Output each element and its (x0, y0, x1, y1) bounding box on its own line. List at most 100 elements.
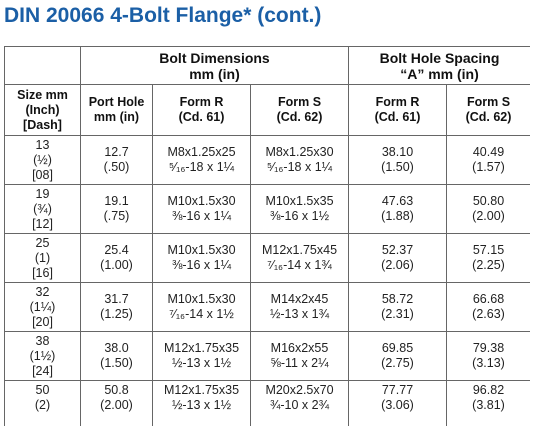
cell-line: 19.1 (104, 194, 129, 208)
column-header: Form R (Cd. 61) (152, 84, 251, 136)
cell-line: M14x2x45 (270, 292, 329, 306)
column-header: Form R (Cd. 61) (348, 84, 447, 136)
cell-line: ½-13 x 1½ (171, 356, 232, 370)
table-wrap: Bolt Dimensions mm (in) Bolt Hole Spacing “… (4, 46, 530, 426)
cell-line: M10x1.5x30 (167, 292, 236, 306)
cell-line: [20] (32, 314, 53, 329)
cell-line: (1.00) (100, 258, 133, 272)
cell-line: 13 (35, 137, 50, 152)
cell-line: (2.75) (381, 356, 414, 370)
cell-line: 38.0 (104, 341, 129, 355)
cell-line: 57.15 (472, 243, 505, 257)
cell-line: (Cd. 61) (178, 110, 225, 124)
cell-line: ½-13 x 1¾ (269, 307, 330, 321)
data-cell: 40.49 (1.57) (445, 135, 530, 185)
cell-line: (1¼) (29, 299, 56, 314)
cell-line: ⁷⁄₁₆-14 x 1¾ (267, 258, 332, 272)
cell-line: ⅝-11 x 2¼ (270, 356, 329, 370)
data-cell: 96.82 (3.81) (445, 380, 530, 426)
cell-line: M8x1.25x30 (265, 145, 334, 159)
cell-line: Port Hole (88, 95, 145, 109)
cell-line: [24] (32, 363, 53, 378)
cell-line: (2.63) (472, 307, 505, 321)
group-header-row: Bolt Dimensions mm (in) Bolt Hole Spacing “… (4, 46, 530, 85)
cell-line: (.50) (103, 160, 130, 174)
cell-line: (3.81) (472, 398, 505, 412)
cell-line: 40.49 (472, 145, 505, 159)
cell-line: (Cd. 62) (465, 110, 512, 124)
cell-line: (1.57) (472, 160, 505, 174)
column-header: Port Hole mm (in) (80, 84, 153, 136)
data-cell: M16x2x55 ⅝-11 x 2¼ (250, 331, 349, 381)
cell-line: 77.77 (381, 383, 414, 397)
group-header: Bolt Hole Spacing “A” mm (in) (347, 46, 530, 85)
data-cell: 66.68 (2.63) (445, 282, 530, 332)
data-cell: M14x2x45 ½-13 x 1¾ (250, 282, 349, 332)
data-cell: 58.72 (2.31) (348, 282, 447, 332)
data-cell: 25 (1) [16] (4, 233, 81, 283)
cell-line: mm (in) (189, 65, 240, 82)
cell-line: (2) (34, 398, 51, 412)
cell-line: ⅜-16 x 1¼ (171, 209, 232, 223)
cell-line: Form R (179, 95, 224, 109)
cell-line: (2.06) (381, 258, 414, 272)
cell-line: 38 (35, 333, 50, 348)
cell-line: M8x1.25x25 (167, 145, 236, 159)
data-cell: 38.10 (1.50) (348, 135, 447, 185)
cell-line: (2.00) (100, 398, 133, 412)
data-cell: M8x1.25x30 ⁵⁄₁₆-18 x 1¼ (250, 135, 349, 185)
data-cell: M10x1.5x35 ⅜-16 x 1½ (250, 184, 349, 234)
cell-line: 47.63 (381, 194, 414, 208)
cell-line: Size mm (17, 87, 68, 102)
cell-line: M16x2x55 (270, 341, 329, 355)
cell-line: 66.68 (472, 292, 505, 306)
data-cell: M8x1.25x25 ⁵⁄₁₆-18 x 1¼ (152, 135, 251, 185)
cell-line: (¾) (33, 201, 52, 216)
cell-line: (2.31) (381, 307, 414, 321)
cell-line: [12] (32, 216, 53, 231)
cell-line: ⁵⁄₁₆-18 x 1¼ (168, 160, 235, 174)
cell-line: (Inch) (25, 102, 60, 117)
data-cell: 52.37 (2.06) (348, 233, 447, 283)
cell-line: M12x1.75x35 (163, 383, 240, 397)
table-body: Bolt Dimensions mm (in) Bolt Hole Spacing “… (4, 46, 530, 426)
column-header: Size mm (Inch) [Dash] (4, 84, 81, 136)
cell-line: Bolt Hole Spacing (379, 49, 500, 66)
flange-table: Bolt Dimensions mm (in) Bolt Hole Spacing “… (4, 46, 530, 426)
cell-line: Form R (375, 95, 420, 109)
data-cell: M12x1.75x45 ⁷⁄₁₆-14 x 1¾ (250, 233, 349, 283)
data-cell: 32 (1¼) [20] (4, 282, 81, 332)
data-cell: 47.63 (1.88) (348, 184, 447, 234)
cell-line: (Cd. 61) (374, 110, 421, 124)
cell-line: (1) (34, 250, 51, 265)
cell-line: (.75) (103, 209, 130, 223)
cell-line: [Dash] (23, 117, 62, 132)
column-header-row: Size mm (Inch) [Dash] Port Hole mm (in) Form … (4, 84, 530, 136)
data-row: 13 (½) [08] 12.7 (.50) M8x1.25x25 ⁵⁄₁₆-18 x 1¼… (4, 135, 530, 185)
cell-line: [16] (32, 265, 53, 280)
cell-line: 52.37 (381, 243, 414, 257)
cell-line: 25.4 (104, 243, 129, 257)
cell-line: (1.88) (381, 209, 414, 223)
cell-line: (2.00) (472, 209, 505, 223)
cell-line: ¾-10 x 2¾ (269, 398, 330, 412)
column-header: Form S (Cd. 62) (445, 84, 530, 136)
cell-line: 50 (35, 383, 50, 397)
data-row: 19 (¾) [12] 19.1 (.75) M10x1.5x30 ⅜-16 x 1¼ M10… (4, 184, 530, 234)
cell-line: 19 (35, 186, 50, 201)
cell-line: 58.72 (381, 292, 414, 306)
data-cell: 19.1 (.75) (80, 184, 153, 234)
data-cell: 38.0 (1.50) (80, 331, 153, 381)
cell-line: 69.85 (381, 341, 414, 355)
blank-cell (4, 46, 81, 85)
cell-line: (1.50) (100, 356, 133, 370)
cell-line: Form S (277, 95, 322, 109)
data-cell: M20x2.5x70 ¾-10 x 2¾ (250, 380, 349, 426)
cell-line: (3.13) (472, 356, 505, 370)
data-cell: 31.7 (1.25) (80, 282, 153, 332)
cell-line: mm (in) (93, 110, 140, 124)
data-cell: 19 (¾) [12] (4, 184, 81, 234)
data-cell: 50.8 (2.00) (80, 380, 153, 426)
cell-line: (1½) (29, 348, 56, 363)
cell-line: 32 (35, 284, 50, 299)
